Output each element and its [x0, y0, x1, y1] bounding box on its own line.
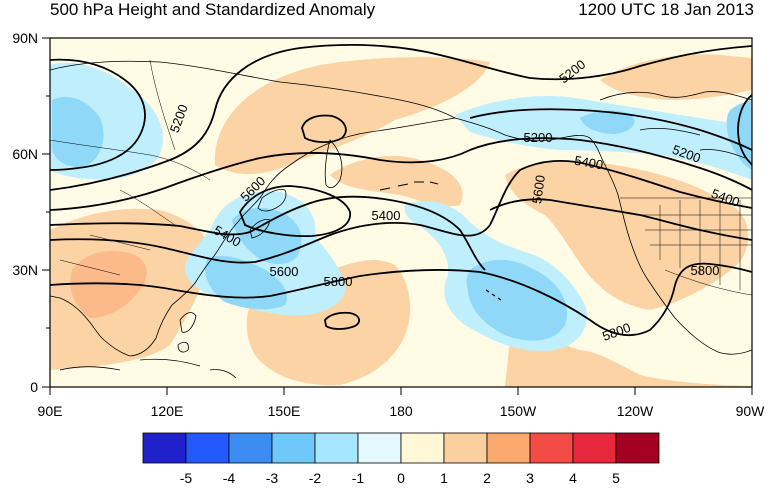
contour-label: 5400	[372, 208, 401, 223]
indonesia-coastline	[59, 358, 237, 379]
colorbar-swatch	[529, 432, 574, 464]
contour-5200-mid	[50, 44, 752, 191]
contour-label: 5400	[573, 153, 604, 173]
contour-5800-b	[489, 198, 752, 241]
contour-5200-eastlow	[737, 94, 752, 166]
lon-label: 90E	[38, 403, 63, 419]
contour-5800-closed	[324, 311, 361, 330]
lat-ticks	[42, 37, 50, 388]
positive-anomaly-area	[505, 336, 752, 387]
contour-5400-b	[50, 195, 486, 271]
colorbar-swatch	[443, 432, 488, 464]
colorbar-swatch	[271, 432, 316, 464]
asia-interior-borders	[50, 59, 211, 276]
north-america-coastline	[617, 194, 752, 355]
colorbar-swatch	[615, 432, 660, 464]
contour-label: 5800	[691, 263, 720, 278]
colorbar-swatch	[486, 432, 531, 464]
colorbar-swatch	[314, 432, 359, 464]
colorbar-label: 4	[569, 470, 577, 486]
colorbar-label: 0	[397, 470, 405, 486]
colorbar-label: -5	[180, 470, 193, 486]
contour-5200-low	[301, 114, 347, 144]
colorbar-label: 2	[483, 470, 491, 486]
lon-label: 150W	[500, 403, 537, 419]
lon-label: 90W	[736, 403, 766, 419]
negative-anomaly-area	[52, 96, 104, 168]
colorbar-label: 1	[440, 470, 448, 486]
colorbar-swatch	[572, 432, 617, 464]
lon-label: 180	[389, 403, 413, 419]
lat-label: 90N	[12, 30, 38, 46]
negative-anomaly-area	[580, 110, 635, 134]
aleutian-islands	[379, 181, 439, 191]
contour-label: 5600	[270, 264, 299, 279]
negative-anomaly-area	[466, 259, 567, 341]
colorbar-swatch	[142, 432, 187, 464]
contour-5400	[50, 137, 752, 211]
japan-coastline	[249, 189, 287, 239]
lat-label: 0	[30, 379, 38, 395]
lat-label: 60N	[12, 146, 38, 162]
positive-anomaly-area	[505, 161, 749, 310]
lon-ticks	[49, 387, 753, 395]
negative-anomaly-area	[455, 95, 752, 180]
colorbar-label: -4	[223, 470, 236, 486]
colorbar: -5 -4 -3 -2 -1 0 1 2 3 4 5	[142, 432, 660, 486]
negative-anomaly-area	[726, 100, 752, 170]
colorbar-swatch	[400, 432, 445, 464]
hawaii-islands	[485, 289, 502, 301]
negative-anomaly-area	[232, 207, 302, 265]
contour-5600	[50, 160, 752, 264]
lon-label: 120E	[151, 403, 184, 419]
map-title: 500 hPa Height and Standardized Anomaly	[50, 0, 376, 19]
colorbar-swatch	[228, 432, 273, 464]
colorbar-swatch	[357, 432, 402, 464]
lon-label: 150E	[268, 403, 301, 419]
positive-anomaly-area	[70, 250, 147, 318]
lon-labels: 90E 120E 150E 180 150W 120W 90W	[38, 403, 766, 419]
contour-5200-west	[50, 58, 146, 171]
asia-coastline	[50, 60, 457, 357]
kamchatka-coastline	[324, 139, 343, 189]
philippines-coastline	[177, 312, 197, 353]
contour-label: 5200	[524, 130, 553, 145]
lat-label: 30N	[12, 262, 38, 278]
arctic-coastline	[599, 91, 752, 159]
colorbar-label: 5	[612, 470, 620, 486]
contour-5200-east	[469, 108, 752, 151]
positive-anomaly-area	[214, 57, 491, 175]
anomaly-shading	[50, 54, 752, 387]
positive-anomaly-area	[330, 155, 463, 207]
colorbar-label: 3	[526, 470, 534, 486]
contour-5600-low	[238, 185, 351, 238]
contour-label: 5800	[324, 274, 353, 289]
contour-label: 5600	[529, 174, 548, 205]
lon-label: 120W	[617, 403, 654, 419]
coastlines	[50, 59, 752, 379]
height-contours	[50, 44, 752, 337]
alaska-coastline	[454, 117, 619, 196]
colorbar-label: -1	[352, 470, 365, 486]
colorbar-swatch	[185, 432, 230, 464]
colorbar-label: -2	[309, 470, 322, 486]
lat-labels: 90N 60N 30N 0	[12, 30, 38, 395]
colorbar-label: -3	[266, 470, 279, 486]
contour-5800	[50, 262, 752, 337]
valid-time-label: 1200 UTC 18 Jan 2013	[578, 0, 754, 19]
